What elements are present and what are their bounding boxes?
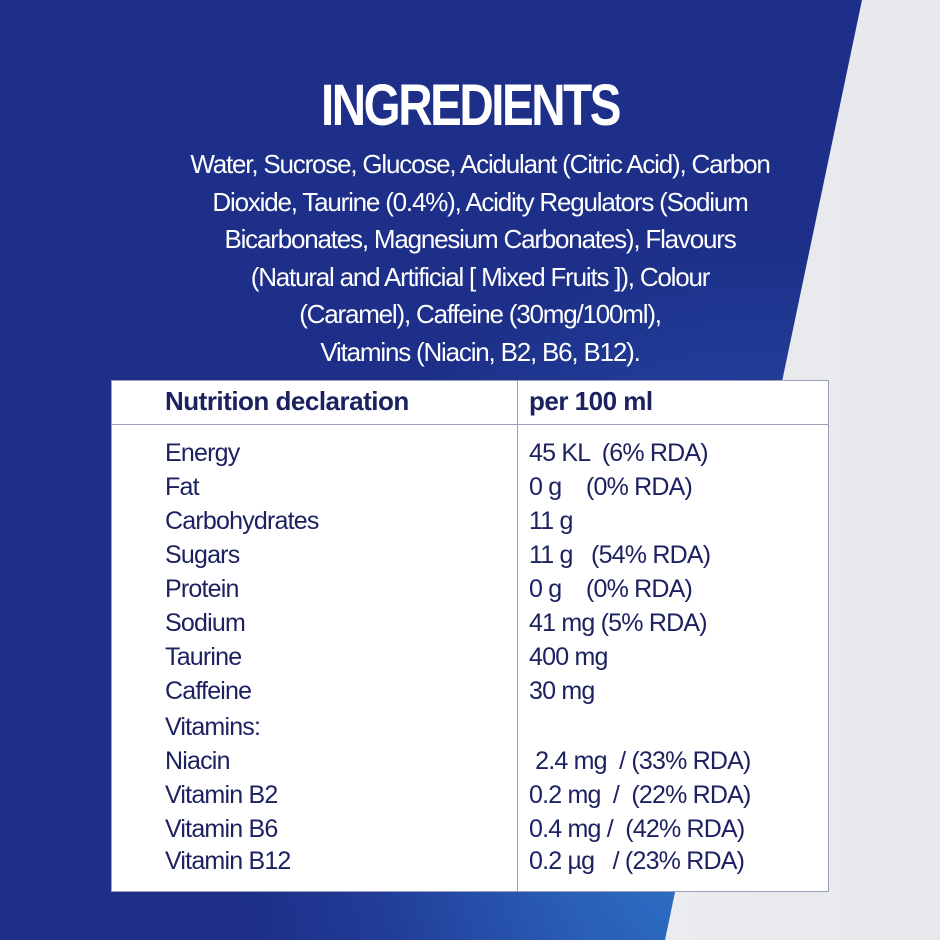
table-row: Sodium 41 mg (5% RDA) <box>112 609 828 643</box>
nutrient-name: Sodium <box>165 609 246 637</box>
nutrient-value: 0.2 mg / (22% RDA) <box>529 781 751 809</box>
table-row: Sugars 11 g (54% RDA) <box>112 541 828 575</box>
table-row: Vitamin B12 0.2 µg / (23% RDA) <box>112 847 828 881</box>
table-row: Vitamin B6 0.4 mg / (42% RDA) <box>112 815 828 849</box>
nutrient-name: Niacin <box>165 747 230 775</box>
nutrient-name: Protein <box>165 575 239 603</box>
nutrient-value: 0 g (0% RDA) <box>529 473 693 501</box>
nutrient-name: Energy <box>165 439 240 467</box>
header-nutrition-declaration: Nutrition declaration <box>165 386 409 416</box>
nutrient-value: 0.2 µg / (23% RDA) <box>529 847 745 875</box>
ingredients-line: Dioxide, Taurine (0.4%), Acidity Regulat… <box>212 186 748 217</box>
nutrient-name: Sugars <box>165 541 240 569</box>
nutrient-name: Vitamin B6 <box>165 815 278 843</box>
nutrient-value: 0 g (0% RDA) <box>529 575 693 603</box>
table-row: Fat 0 g (0% RDA) <box>112 473 828 507</box>
ingredients-line: (Caramel), Caffeine (30mg/100ml), <box>299 299 662 329</box>
table-row: Carbohydrates 11 g <box>112 507 828 541</box>
nutrient-value: 45 KL (6% RDA) <box>529 439 709 467</box>
header-divider <box>112 424 828 425</box>
table-row: Energy 45 KL (6% RDA) <box>112 439 828 473</box>
nutrient-value: 30 mg <box>529 677 595 705</box>
ingredients-text: Water, Sucrose, Glucose, Acidulant (Citr… <box>150 146 810 371</box>
nutrient-value: 0.4 mg / (42% RDA) <box>529 815 745 843</box>
table-row: Caffeine 30 mg <box>112 677 828 711</box>
ingredients-line: Water, Sucrose, Glucose, Acidulant (Citr… <box>190 149 770 179</box>
nutrient-name: Carbohydrates <box>165 507 319 535</box>
header-per-100ml: per 100 ml <box>529 386 653 416</box>
nutrient-name: Caffeine <box>165 677 252 705</box>
nutrient-name: Fat <box>165 473 200 501</box>
nutrition-table: Nutrition declaration per 100 ml Energy 4… <box>111 380 829 892</box>
table-row: Protein 0 g (0% RDA) <box>112 575 828 609</box>
ingredients-title: INGREDIENTS <box>321 73 621 138</box>
ingredients-line: Vitamins (Niacin, B2, B6, B12). <box>320 336 640 367</box>
nutrient-name: Taurine <box>165 643 242 671</box>
nutrient-name: Vitamin B12 <box>165 847 291 875</box>
nutrient-value: 41 mg (5% RDA) <box>529 609 708 637</box>
ingredients-line: Bicarbonates, Magnesium Carbonates), Fla… <box>224 224 736 254</box>
column-divider <box>517 381 518 891</box>
ingredients-line: (Natural and Artificial [ Mixed Fruits ]… <box>250 261 711 292</box>
nutrient-value: 11 g <box>529 507 573 535</box>
table-row: Vitamin B2 0.2 mg / (22% RDA) <box>112 781 828 815</box>
table-row: Taurine 400 mg <box>112 643 828 677</box>
table-row: Vitamins: <box>112 713 828 747</box>
nutrient-name: Vitamins: <box>165 713 261 741</box>
table-row: Niacin 2.4 mg / (33% RDA) <box>112 747 828 781</box>
nutrient-value: 2.4 mg / (33% RDA) <box>529 747 751 775</box>
nutrient-name: Vitamin B2 <box>165 781 278 809</box>
nutrient-value: 11 g (54% RDA) <box>529 541 711 569</box>
nutrient-value: 400 mg <box>529 643 608 671</box>
